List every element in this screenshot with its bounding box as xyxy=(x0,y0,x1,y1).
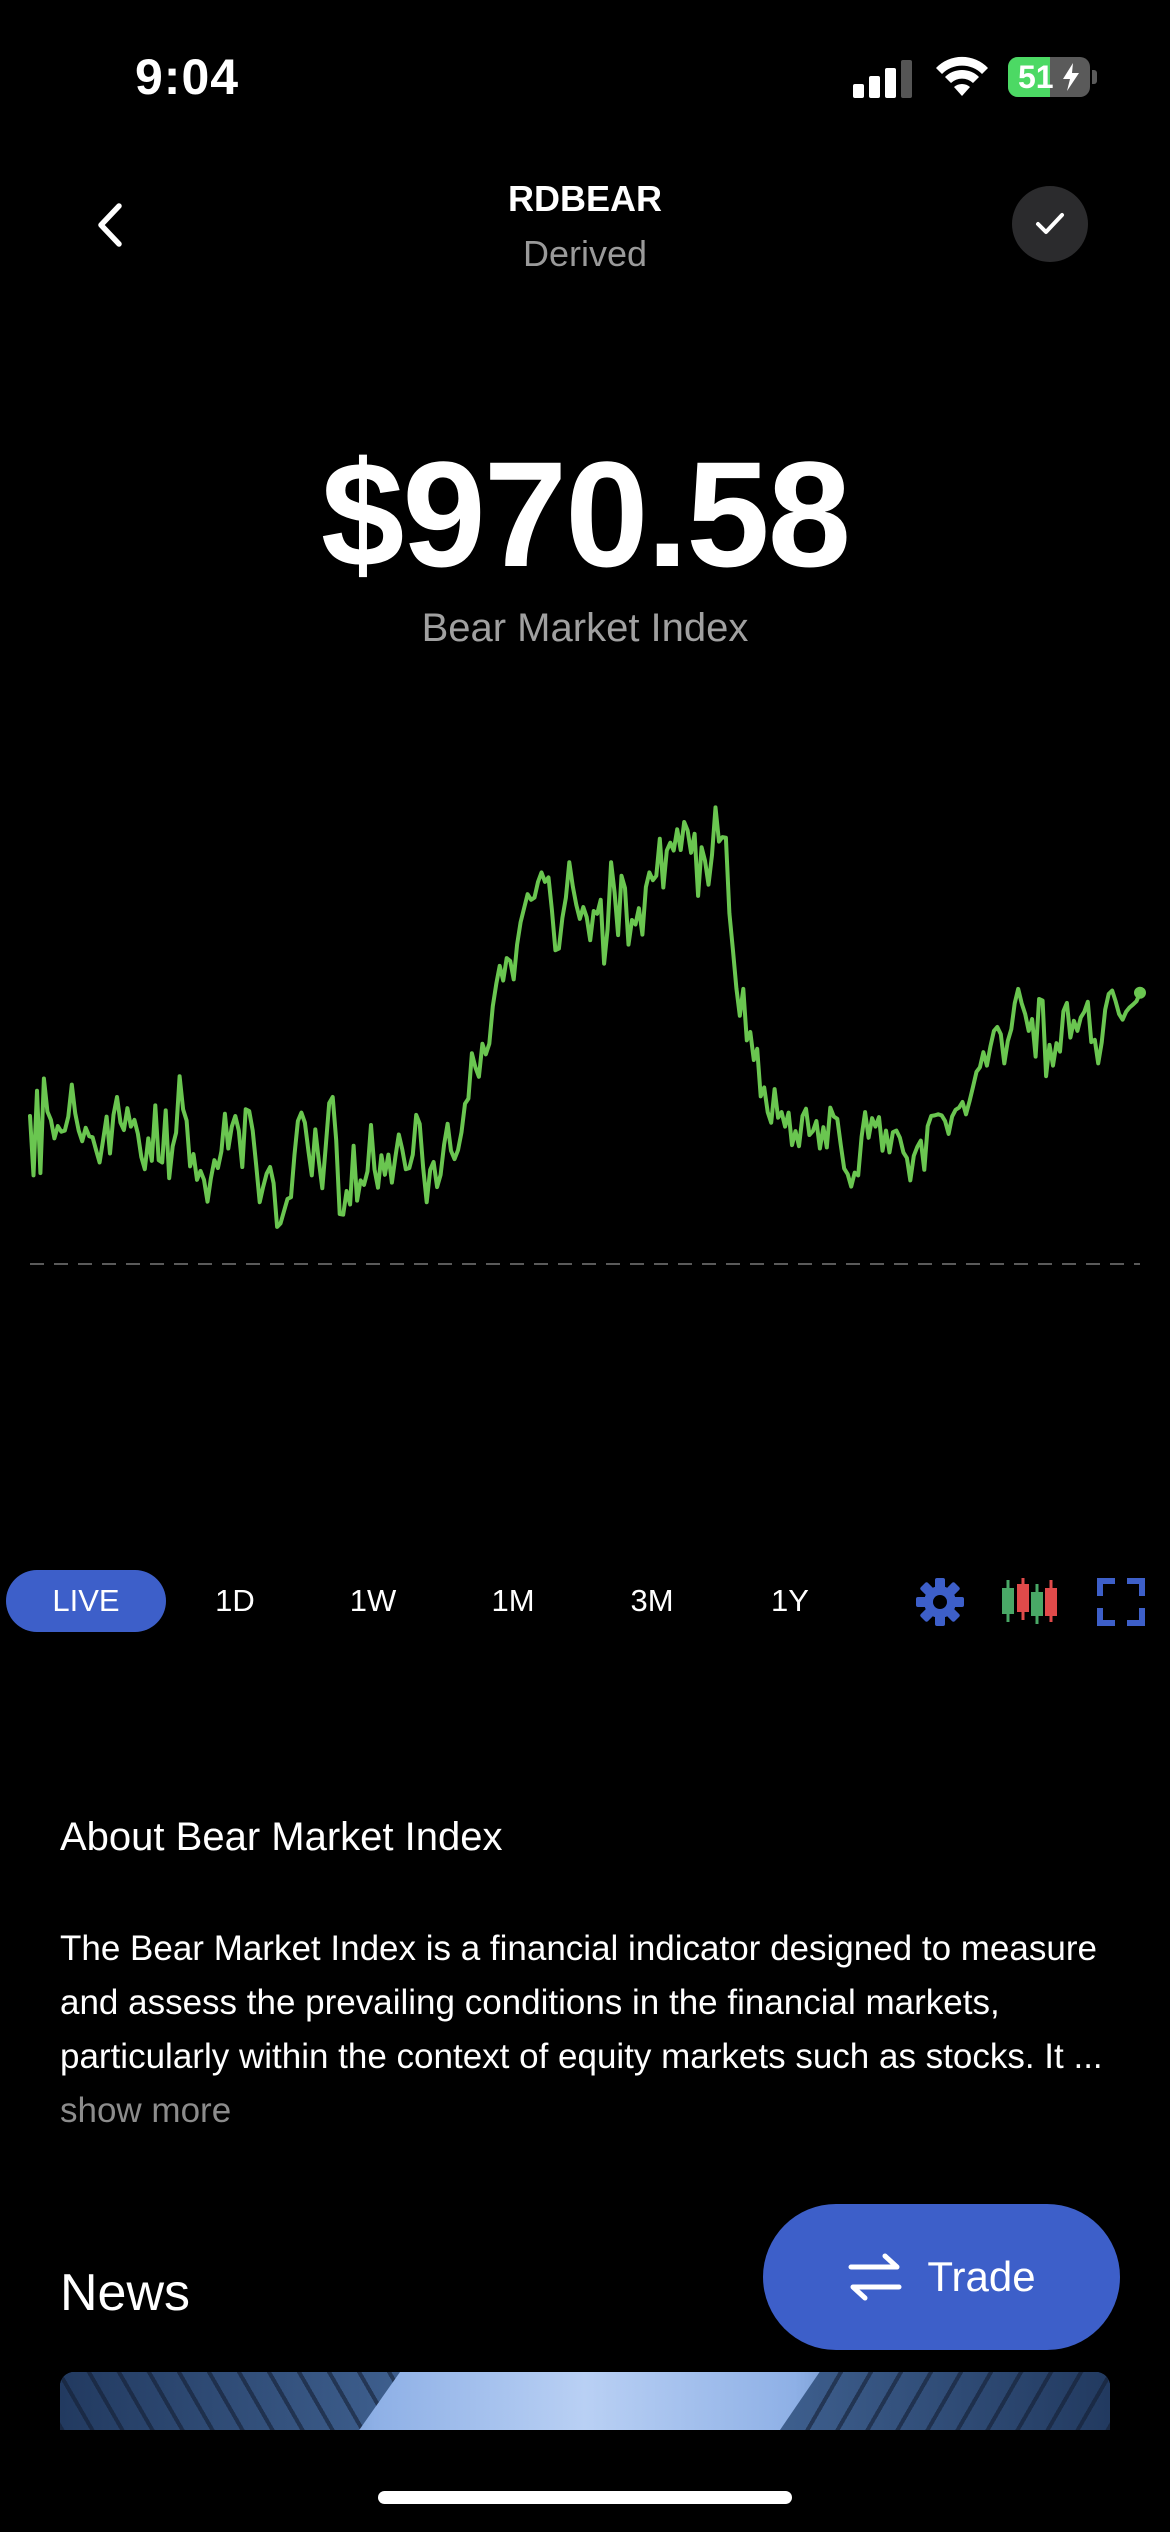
range-tab-1d[interactable]: 1D xyxy=(195,1570,275,1632)
gear-icon[interactable] xyxy=(914,1576,966,1628)
about-text: The Bear Market Index is a financial ind… xyxy=(60,1929,1103,2076)
expand-icon[interactable] xyxy=(1096,1576,1146,1628)
range-selector: LIVE 1D 1W 1M 3M 1Y xyxy=(0,1570,1170,1632)
battery-icon: 51 xyxy=(1008,57,1090,97)
page-title: RDBEAR xyxy=(0,178,1170,220)
battery-level: 51 xyxy=(1018,59,1054,96)
cellular-signal-icon xyxy=(853,58,913,98)
charging-bolt-icon xyxy=(1060,63,1082,91)
range-tab-live[interactable]: LIVE xyxy=(6,1570,166,1632)
swap-arrows-icon xyxy=(847,2253,903,2301)
range-tab-1m[interactable]: 1M xyxy=(473,1570,553,1632)
asset-name: Bear Market Index xyxy=(0,606,1170,651)
checkmark-icon xyxy=(1035,212,1065,236)
price-line xyxy=(30,807,1140,1227)
building-facade-left xyxy=(60,2372,400,2430)
trade-button-label: Trade xyxy=(927,2253,1035,2301)
range-tab-3m[interactable]: 3M xyxy=(612,1570,692,1632)
price-chart[interactable] xyxy=(0,740,1170,1520)
news-article-image[interactable] xyxy=(60,2372,1110,2430)
wifi-icon xyxy=(936,56,988,98)
range-tab-1y[interactable]: 1Y xyxy=(750,1570,830,1632)
home-indicator xyxy=(378,2491,792,2504)
battery-nub xyxy=(1092,70,1097,84)
about-title: About Bear Market Index xyxy=(60,1815,502,1860)
building-facade-right xyxy=(780,2372,1110,2430)
price-value: $970.58 xyxy=(0,428,1170,601)
page-subtitle: Derived xyxy=(0,233,1170,275)
last-price-dot xyxy=(1134,987,1146,999)
news-section-title: News xyxy=(60,2263,190,2323)
range-tab-1w[interactable]: 1W xyxy=(333,1570,413,1632)
candlestick-icon[interactable] xyxy=(1000,1576,1058,1628)
status-time: 9:04 xyxy=(135,48,239,106)
status-bar: 9:04 51 xyxy=(0,0,1170,150)
watchlist-check-button[interactable] xyxy=(1012,186,1088,262)
show-more-link[interactable]: show more xyxy=(60,2091,231,2130)
about-description: The Bear Market Index is a financial ind… xyxy=(60,1922,1120,2138)
trade-button[interactable]: Trade xyxy=(763,2204,1120,2350)
